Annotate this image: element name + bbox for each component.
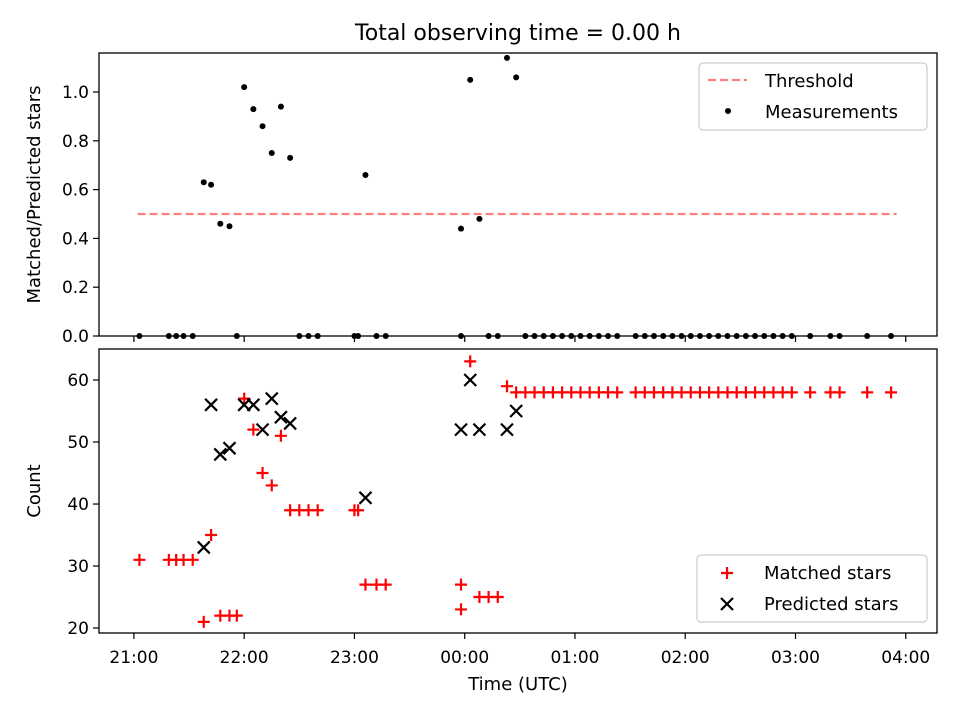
x-tick-label: 00:00 — [440, 648, 489, 668]
legend-matched-swatch — [721, 567, 733, 579]
legend-threshold-label: Threshold — [764, 71, 854, 92]
legend-measurement-label: Measurements — [765, 102, 898, 123]
x-tick-label: 02:00 — [661, 648, 710, 668]
matched-star-point — [311, 504, 324, 517]
matched-star-point — [247, 423, 260, 436]
measurement-point — [268, 150, 275, 157]
plot-frame — [98, 348, 938, 634]
x-tick-label: 01:00 — [550, 648, 599, 668]
y-tick-label: 0.2 — [62, 278, 89, 298]
measurement-point — [287, 154, 294, 161]
predicted-star-point — [358, 491, 373, 505]
matched-star-point — [491, 591, 504, 604]
top-panel: 0.0 0.2 0.4 0.6 0.8 1.0 Matched/Predicted star… — [24, 52, 938, 347]
matched-star-point — [265, 479, 278, 492]
y-tick-label: 20 — [67, 619, 89, 639]
measurement-point — [200, 179, 207, 186]
matched-star-point — [230, 609, 243, 622]
x-tick-label: 22:00 — [220, 648, 269, 668]
predicted-star-point — [222, 441, 237, 455]
predicted-star-point — [204, 398, 218, 412]
measurement-point — [241, 84, 248, 91]
measurement-point — [226, 223, 233, 230]
predicted-star-point — [500, 422, 514, 437]
matched-star-point — [197, 615, 210, 628]
x-tick-label: 04:00 — [881, 648, 930, 668]
matched-star-point — [455, 603, 468, 616]
y-tick-label: 0.4 — [62, 229, 89, 249]
legend-matched-label: Matched stars — [764, 563, 891, 584]
predicted-star-point — [246, 398, 261, 412]
measurement-point — [503, 54, 510, 61]
matched-star-point — [186, 553, 199, 566]
measurement-point — [476, 215, 483, 222]
y-tick-label: 40 — [67, 495, 89, 515]
y-tick-label: 1.0 — [62, 83, 89, 103]
matched-star-point — [611, 386, 624, 399]
matched-star-point — [785, 386, 798, 399]
predicted-star-point — [264, 391, 279, 406]
x-axis-label: Time (UTC) — [467, 674, 568, 695]
predicted-star-point — [509, 404, 523, 418]
predicted-star-point — [463, 373, 477, 387]
matched-star-point — [833, 386, 846, 399]
matched-star-point — [885, 386, 898, 399]
matched-star-point — [359, 578, 372, 591]
measurement-point — [217, 220, 224, 227]
matched-star-point — [804, 386, 817, 399]
measurement-point — [250, 106, 257, 113]
matched-star-point — [500, 380, 513, 393]
matched-star-point — [464, 355, 477, 368]
measurement-point — [277, 103, 284, 110]
y-tick-label: 0.0 — [62, 327, 89, 347]
x-tick-label: 03:00 — [771, 648, 820, 668]
plot-frame — [98, 52, 938, 337]
matched-star-point — [861, 386, 874, 399]
y-axis-label: Matched/Predicted stars — [24, 86, 45, 304]
legend-measurement-swatch — [725, 108, 731, 114]
predicted-star-point — [196, 540, 211, 555]
predicted-star-point — [274, 410, 288, 424]
legend-box — [696, 554, 928, 623]
matched-star-point — [274, 429, 287, 442]
legend-predicted-swatch — [720, 597, 734, 611]
measurement-point — [208, 181, 215, 188]
matched-star-point — [379, 578, 392, 591]
measurement-point — [362, 171, 369, 178]
measurement-point — [467, 76, 474, 83]
predicted-star-point — [283, 416, 297, 431]
bottom-panel: 20 30 40 50 60 21:00 22:00 23:00 00:00 01:00 02:00… — [24, 348, 938, 668]
matched-star-point — [133, 553, 146, 566]
predicted-star-point — [472, 422, 487, 437]
x-tick-label: 21:00 — [109, 648, 158, 668]
figure-title: Total observing time = 0.00 h — [354, 21, 681, 46]
legend-box — [698, 62, 928, 131]
measurement-point — [513, 74, 520, 81]
predicted-star-point — [213, 447, 228, 462]
measurement-point — [458, 225, 465, 232]
matched-star-point — [205, 529, 218, 542]
y-tick-label: 50 — [67, 433, 89, 453]
matched-star-point — [455, 578, 468, 591]
x-tick-label: 23:00 — [330, 648, 379, 668]
predicted-star-point — [255, 422, 270, 437]
y-tick-label: 0.8 — [62, 132, 89, 152]
matched-star-point — [256, 467, 269, 480]
y-tick-label: 30 — [67, 557, 89, 577]
legend-predicted-label: Predicted stars — [764, 594, 898, 615]
y-tick-label: 0.6 — [62, 181, 89, 201]
y-axis-label: Count — [24, 464, 45, 517]
predicted-star-point — [454, 422, 468, 437]
matched-star-point — [352, 504, 365, 517]
y-tick-label: 60 — [67, 371, 89, 391]
measurement-point — [259, 123, 266, 130]
